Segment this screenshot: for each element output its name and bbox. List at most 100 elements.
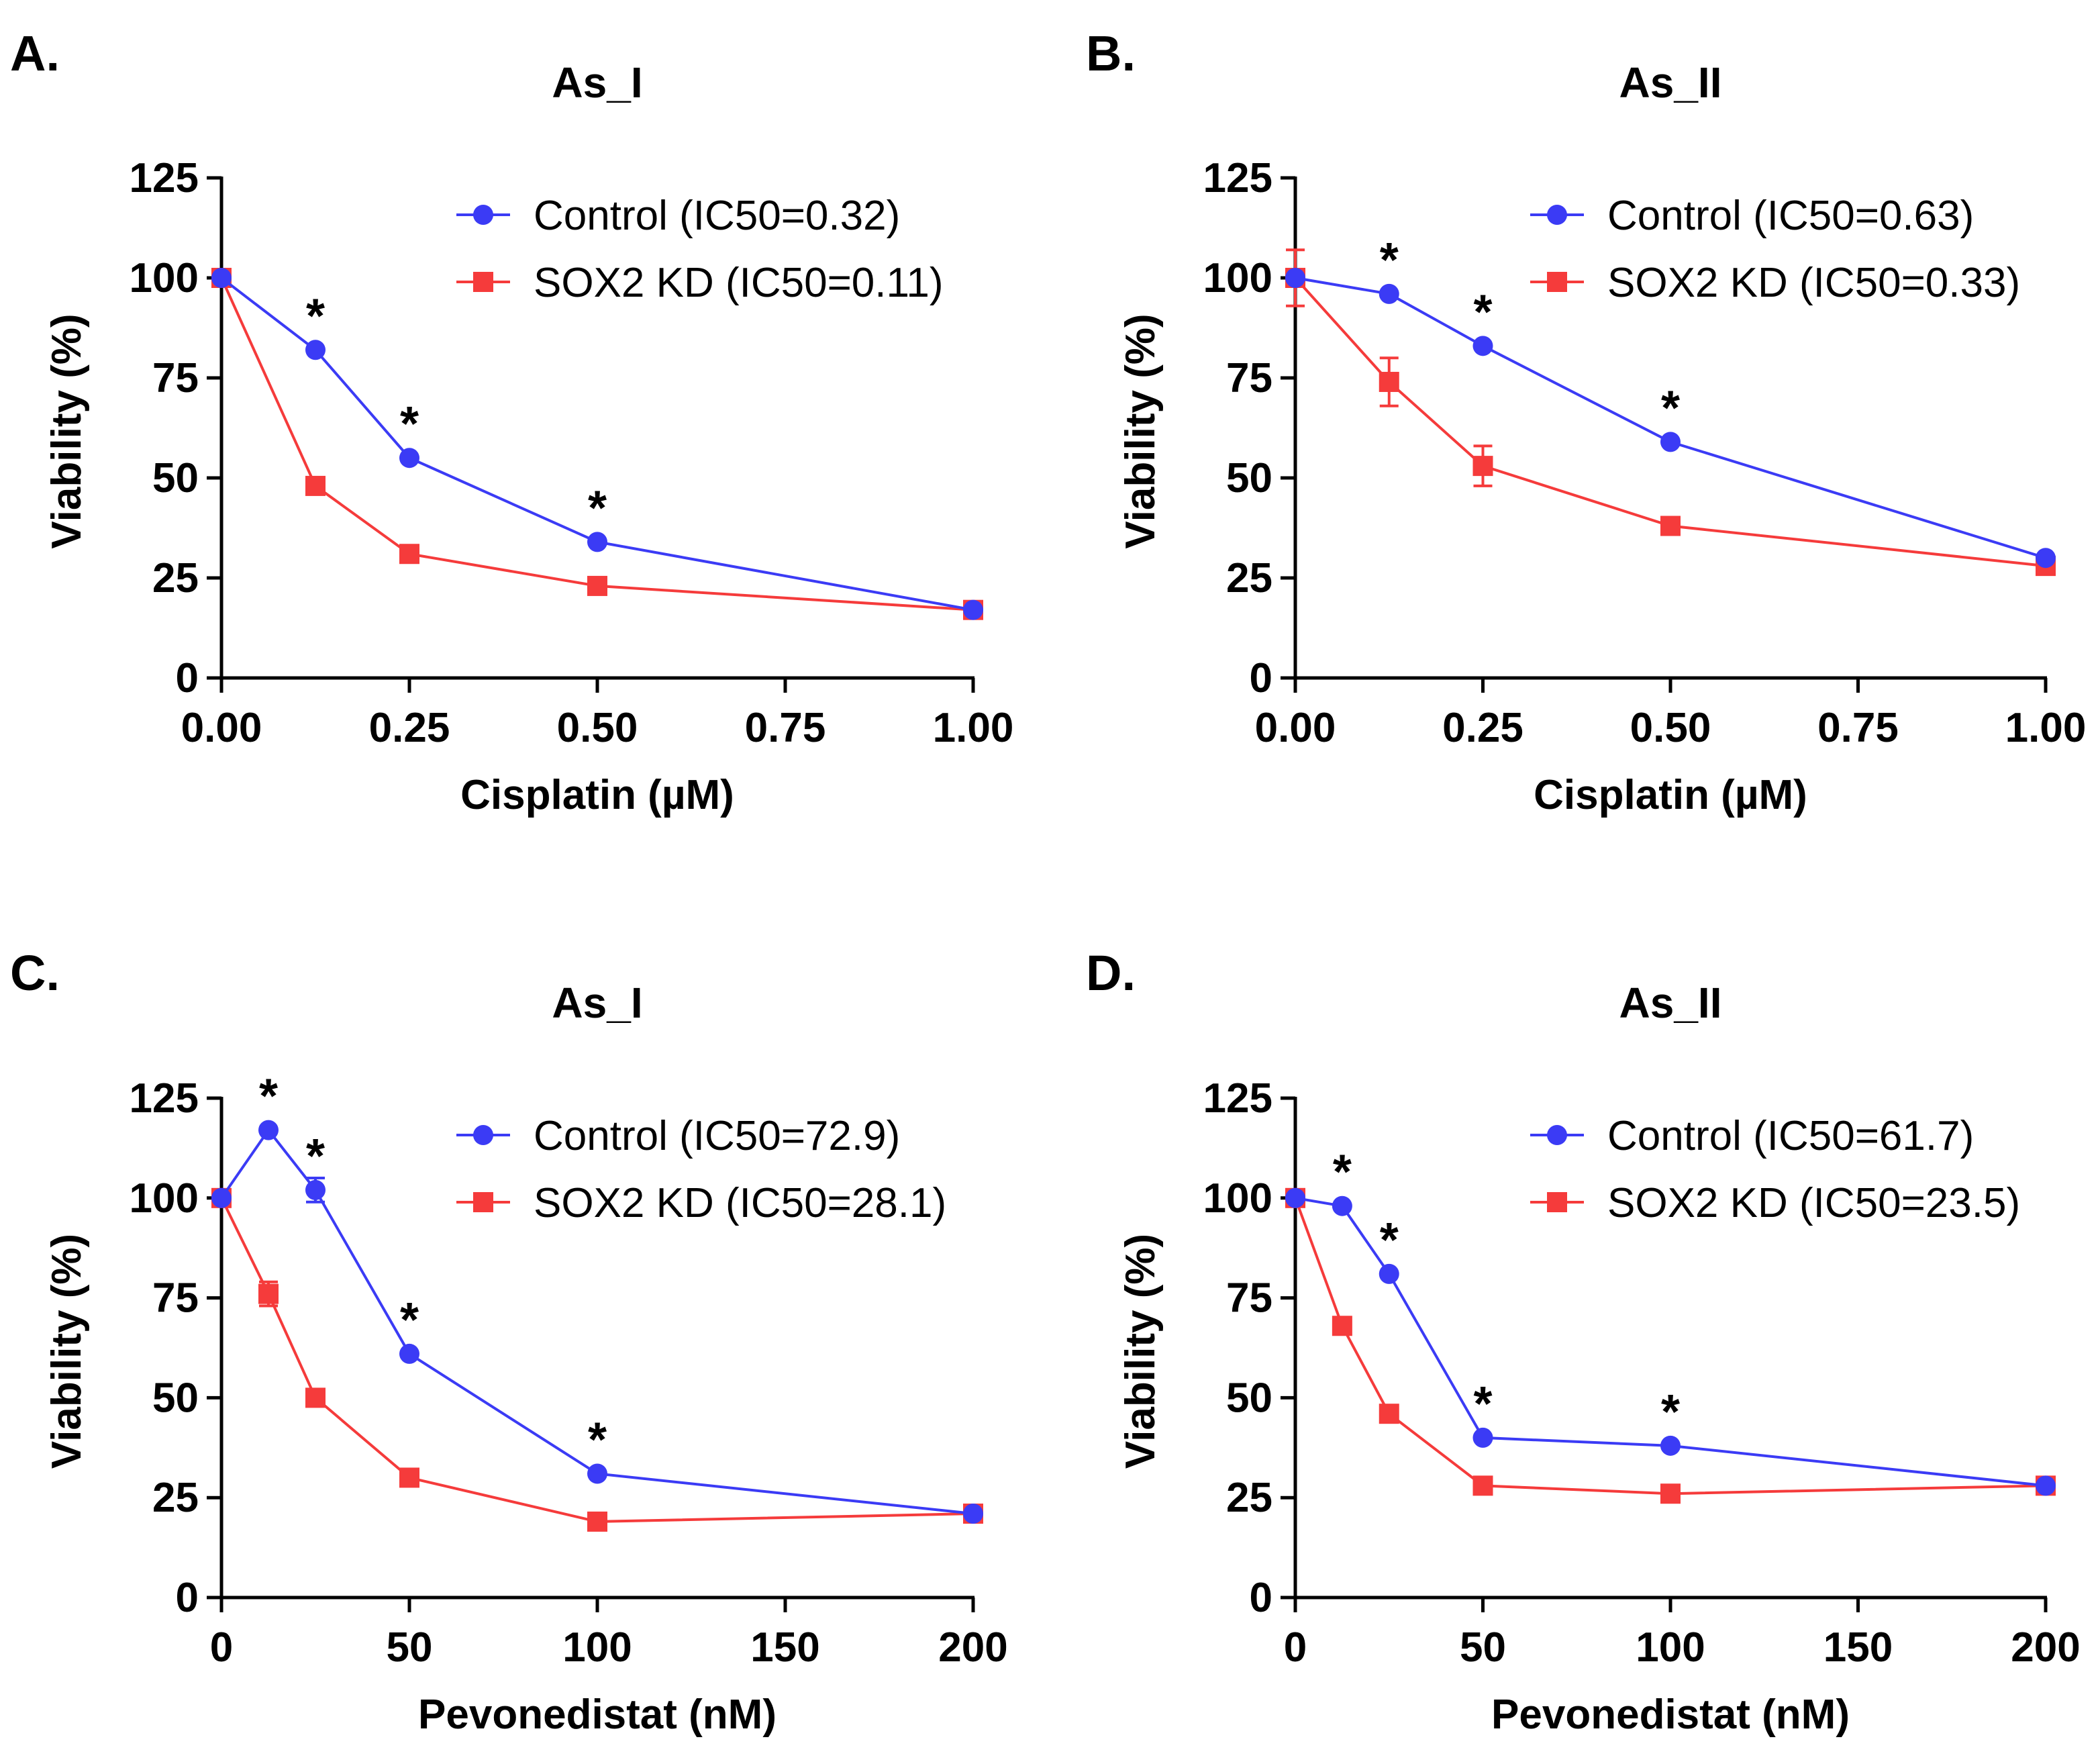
significance-star: * (1333, 1146, 1352, 1199)
significance-star: * (1661, 381, 1680, 435)
legend-label: SOX2 KD (IC50=0.11) (534, 260, 944, 306)
data-point (1379, 1263, 1399, 1284)
legend-entry: Control (IC50=72.9) (456, 1113, 900, 1159)
chart-panel-2: B. As_II 0 25 50 75 100 125 0.00 0.25 0.50 0.75 1.00… (1086, 26, 2086, 818)
y-tick-label: 25 (152, 555, 199, 601)
y-tick-label: 100 (130, 255, 199, 301)
x-axis-label: Cisplatin (µM) (1534, 772, 1807, 818)
x-tick-label: 0 (210, 1624, 233, 1671)
y-tick-label: 100 (1203, 255, 1272, 301)
significance-star: * (1380, 234, 1399, 287)
data-point (305, 1387, 326, 1408)
y-tick-label: 75 (152, 1275, 199, 1322)
data-point (211, 268, 232, 288)
significance-star: * (306, 1130, 325, 1183)
data-point (305, 475, 326, 496)
y-tick-label: 0 (1250, 1575, 1272, 1621)
significance-star: * (400, 1293, 419, 1347)
legend-entry: Control (IC50=0.63) (1530, 193, 1974, 239)
x-tick-label: 200 (2011, 1624, 2080, 1671)
legend-entry: Control (IC50=61.7) (1530, 1113, 1974, 1159)
data-point (1379, 371, 1399, 392)
x-tick-label: 0.25 (369, 705, 450, 751)
data-point (1660, 1483, 1681, 1504)
chart-panel-1: A. As_I 0 25 50 75 100 125 0.00 0.25 0.50 0.75 1.00 C… (10, 26, 1013, 818)
data-point (399, 1343, 419, 1364)
x-tick-label: 0.50 (557, 705, 638, 751)
chart-panel-3: C. As_I 0 25 50 75 100 125 0 50 100 150 200 Pevonedis… (10, 945, 1008, 1738)
legend-label: Control (IC50=72.9) (534, 1113, 900, 1159)
x-tick-label: 150 (1823, 1624, 1893, 1671)
x-tick-label: 0.00 (1255, 705, 1336, 751)
series-sox2-kd (1285, 1187, 2056, 1504)
x-axis-label: Cisplatin (µM) (460, 772, 734, 818)
data-point (1660, 432, 1681, 452)
data-point (399, 448, 419, 469)
legend-marker (1547, 1192, 1567, 1212)
y-tick-label: 50 (1226, 1375, 1272, 1421)
data-point (1472, 1475, 1493, 1496)
data-point (1379, 1404, 1399, 1424)
series-line (1294, 1197, 2046, 1496)
series-control (211, 1120, 983, 1524)
x-axis-label: Pevonedistat (nM) (418, 1692, 777, 1738)
y-tick-label: 125 (1203, 1075, 1272, 1122)
significance-star: * (259, 1070, 278, 1124)
data-point (1332, 1195, 1352, 1216)
y-tick-label: 100 (1203, 1175, 1272, 1222)
x-tick-label: 1.00 (933, 705, 1014, 751)
y-tick-label: 100 (130, 1175, 199, 1222)
y-tick-label: 50 (152, 1375, 199, 1421)
x-tick-label: 150 (750, 1624, 819, 1671)
legend-label: SOX2 KD (IC50=0.33) (1607, 260, 2020, 306)
chart-title: As_II (1619, 58, 1722, 107)
panel-label: A. (10, 26, 60, 81)
data-point (1472, 1427, 1493, 1448)
data-point (1379, 283, 1399, 304)
y-tick-label: 0 (176, 655, 199, 701)
legend-label: Control (IC50=0.63) (1607, 193, 1974, 239)
data-point (587, 1463, 607, 1484)
data-point (399, 1467, 419, 1488)
significance-star: * (400, 397, 419, 451)
chart-title: As_I (552, 58, 642, 107)
y-tick-label: 25 (152, 1475, 199, 1521)
significance-star: * (1473, 285, 1492, 339)
legend-marker (1547, 1125, 1567, 1145)
y-tick-label: 75 (1226, 355, 1272, 401)
y-axis-label: Viability (%) (1117, 1234, 1164, 1469)
data-point (1660, 516, 1681, 536)
legend-entry: SOX2 KD (IC50=0.11) (456, 260, 944, 306)
significance-star: * (306, 289, 325, 343)
series-control (1285, 1187, 2056, 1496)
y-tick-label: 0 (1250, 655, 1272, 701)
panel-label: D. (1086, 945, 1136, 1001)
legend-marker (473, 205, 493, 225)
x-tick-label: 50 (1460, 1624, 1506, 1671)
legend-label: SOX2 KD (IC50=28.1) (534, 1180, 946, 1226)
y-tick-label: 25 (1226, 555, 1272, 601)
legend-label: SOX2 KD (IC50=23.5) (1607, 1180, 2020, 1226)
legend-marker (1547, 272, 1567, 292)
data-point (1332, 1316, 1352, 1336)
series-control (211, 268, 983, 620)
y-tick-label: 125 (130, 155, 199, 201)
y-tick-label: 50 (1226, 455, 1272, 501)
y-tick-label: 50 (152, 455, 199, 501)
x-tick-label: 100 (1636, 1624, 1705, 1671)
chart-title: As_I (552, 979, 642, 1027)
legend-marker (473, 1125, 493, 1145)
data-point (587, 1511, 607, 1532)
series-control (1285, 268, 2056, 569)
data-point (305, 340, 326, 360)
panel-label: C. (10, 945, 60, 1001)
significance-star: * (1661, 1385, 1680, 1439)
series-sox2-kd (211, 268, 983, 620)
x-tick-label: 0.75 (745, 705, 826, 751)
legend-marker (473, 1192, 493, 1212)
legend-marker (1547, 205, 1567, 225)
x-axis-label: Pevonedistat (nM) (1491, 1692, 1850, 1738)
y-tick-label: 75 (1226, 1275, 1272, 1322)
data-point (963, 599, 983, 620)
